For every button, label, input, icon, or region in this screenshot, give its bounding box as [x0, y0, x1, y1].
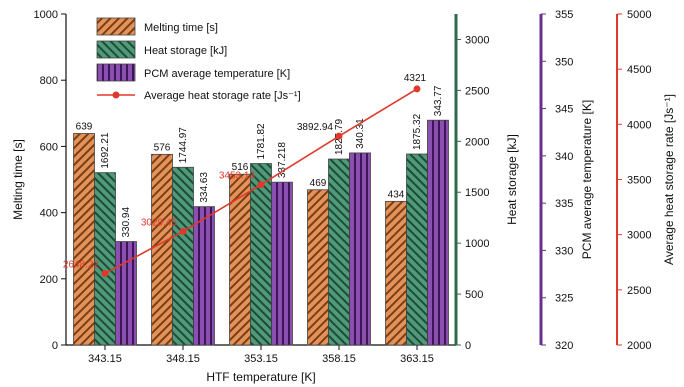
rate-value-label: 4321 — [404, 73, 427, 84]
bar-value-label: 1744.97 — [178, 127, 189, 164]
rate-value-label: 3029.45 — [141, 217, 178, 228]
bar — [328, 158, 350, 346]
bar-value-label: 1692.21 — [100, 132, 111, 169]
pcm-temperature-axis-tick-label: 350 — [555, 56, 573, 68]
pcm-temperature-axis-tick-label: 345 — [555, 104, 573, 116]
bar-value-label: 516 — [232, 162, 249, 173]
bar — [250, 163, 272, 346]
bar — [385, 200, 407, 346]
heat-storage-axis-tick-label: 1000 — [465, 238, 489, 250]
left-axis-tick-label: 200 — [40, 274, 58, 286]
heat-storage-axis-tick-label: 2500 — [465, 85, 489, 97]
rate-point — [101, 269, 109, 277]
legend-swatch — [96, 63, 136, 82]
left-axis-tick-label: 800 — [40, 75, 58, 87]
heat-storage-axis-tick-label: 2000 — [465, 136, 489, 148]
pcm-temperature-axis-title: PCM average temperature [K] — [580, 100, 594, 259]
bar-value-label: 340.31 — [355, 118, 366, 149]
bar — [406, 153, 428, 346]
rate-point — [179, 227, 187, 235]
rate-point — [257, 181, 265, 189]
rate-axis-tick-label: 4500 — [627, 64, 651, 76]
left-axis-tick-label: 1000 — [34, 9, 58, 21]
legend-label: Average heat storage rate [Js⁻¹] — [144, 90, 301, 102]
rate-axis-tick-label: 4000 — [627, 119, 651, 131]
bar-value-label: 639 — [76, 121, 93, 132]
bar-value-label: 576 — [154, 142, 171, 153]
bar-value-label: 469 — [310, 178, 327, 189]
left-axis-title: Melting time [s] — [11, 139, 25, 220]
x-axis-tick-label: 358.15 — [322, 353, 356, 365]
pcm-temperature-axis-tick-label: 330 — [555, 245, 573, 257]
rate-axis-tick-label: 3000 — [627, 230, 651, 242]
heat-storage-axis-tick-label: 1500 — [465, 187, 489, 199]
x-axis-tick-label: 343.15 — [88, 353, 122, 365]
rate-axis-tick-label: 2500 — [627, 285, 651, 297]
bar-value-label: 1875.32 — [412, 113, 423, 150]
left-axis-tick-label: 400 — [40, 208, 58, 220]
heat-storage-axis-tick-label: 3000 — [465, 34, 489, 46]
bar-value-label: 330.94 — [121, 207, 132, 238]
bar-value-label: 334.63 — [199, 172, 210, 203]
pcm-temperature-axis-tick-label: 335 — [555, 198, 573, 210]
legend-line-marker — [112, 91, 120, 99]
rate-value-label: 3892.94 — [297, 122, 334, 133]
rate-value-label: 2648.22 — [63, 259, 100, 270]
rate-axis-title: Average heat storage rate [Js⁻¹] — [662, 94, 676, 265]
bar — [427, 119, 449, 346]
legend-label: PCM average temperature [K] — [144, 68, 290, 80]
rate-value-label: 3453.13 — [219, 171, 256, 182]
bar — [271, 181, 293, 346]
x-axis-tick-label: 348.15 — [166, 353, 200, 365]
bar — [172, 166, 194, 346]
legend-label: Melting time [s] — [144, 22, 218, 34]
pcm-temperature-axis-tick-label: 320 — [555, 340, 573, 352]
rate-axis-tick-label: 3500 — [627, 175, 651, 187]
bar — [151, 153, 173, 346]
x-axis-title: HTF temperature [K] — [206, 370, 315, 384]
rate-axis-tick-label: 2000 — [627, 340, 651, 352]
legend-swatch — [96, 40, 136, 59]
heat-storage-axis-tick-label: 500 — [465, 289, 483, 301]
bar — [349, 152, 371, 346]
bar-value-label: 343.77 — [433, 85, 444, 116]
bar-value-label: 434 — [388, 189, 405, 200]
rate-point — [335, 132, 343, 140]
rate-axis-tick-label: 5000 — [627, 9, 651, 21]
legend-swatch — [96, 17, 136, 36]
bar — [229, 173, 251, 346]
left-axis-tick-label: 600 — [40, 141, 58, 153]
bar-value-label: 337.218 — [277, 142, 288, 179]
pcm-temperature-axis-tick-label: 325 — [555, 293, 573, 305]
legend-label: Heat storage [kJ] — [144, 45, 227, 57]
bar — [73, 133, 95, 346]
bar-value-label: 1781.82 — [256, 123, 267, 160]
pcm-temperature-axis-tick-label: 340 — [555, 151, 573, 163]
heat-storage-axis-tick-label: 0 — [465, 340, 471, 352]
pcm-temperature-axis-tick-label: 355 — [555, 9, 573, 21]
heat-storage-axis-title: Heat storage [kJ] — [505, 134, 519, 225]
x-axis-tick-label: 353.15 — [244, 353, 278, 365]
bar — [307, 189, 329, 346]
bar — [115, 241, 137, 346]
rate-point — [413, 85, 421, 93]
left-axis-tick-label: 0 — [52, 340, 58, 352]
bar — [193, 206, 215, 346]
legend: Melting time [s] Heat storage [kJ] PCM ave… — [96, 17, 301, 102]
x-axis-tick-label: 363.15 — [400, 353, 434, 365]
